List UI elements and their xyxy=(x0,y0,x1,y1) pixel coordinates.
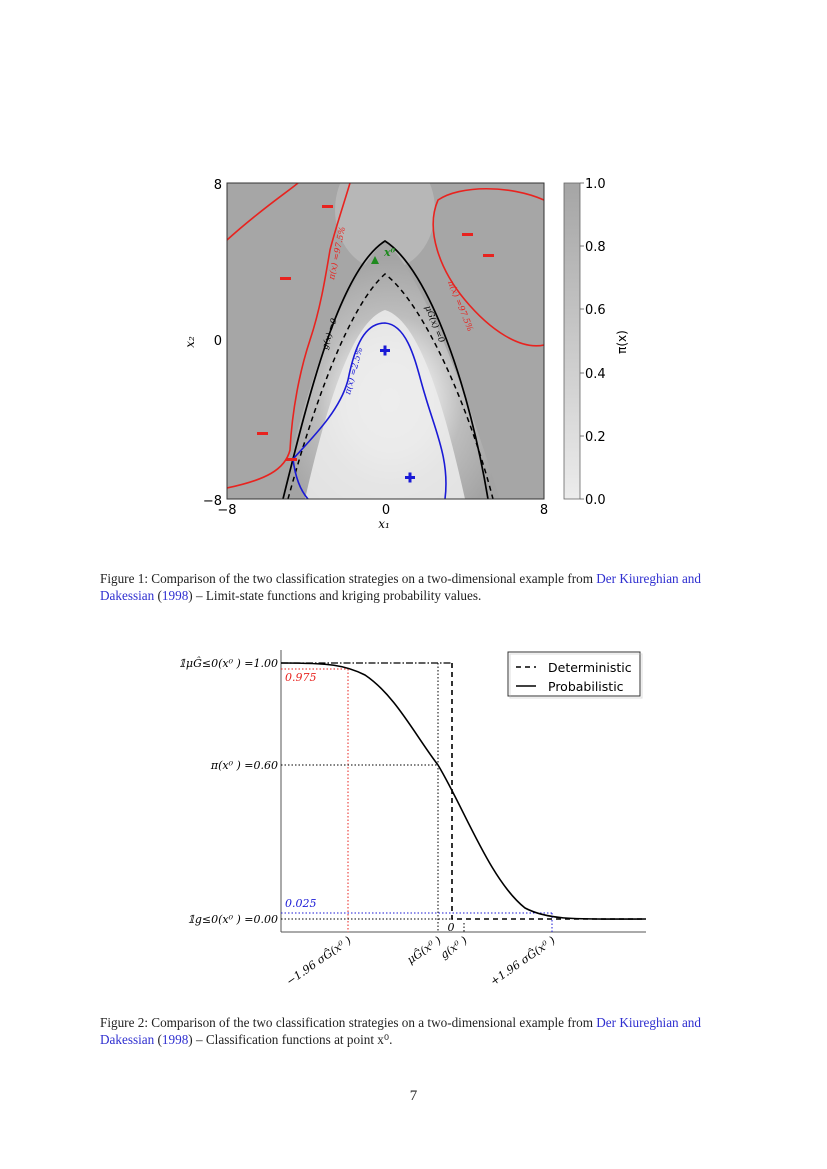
colorbar-tick-1.0: 1.0 xyxy=(585,177,606,192)
figure-2: 0.975 0.025 0 𝟙μĜ≤0(x⁰ ) =1.00 π(x⁰ ) =0… xyxy=(178,640,660,1000)
x-label-minus196: −1.96 σĜ(x⁰ ) xyxy=(283,933,353,988)
y-tick-top: 8 xyxy=(214,178,222,193)
y-label-top: 𝟙μĜ≤0(x⁰ ) =1.00 xyxy=(180,656,278,670)
x0-marker xyxy=(371,256,379,264)
plot-frame xyxy=(226,182,545,500)
legend-deterministic: Deterministic xyxy=(548,660,632,675)
y-label-mid: π(x⁰ ) =0.60 xyxy=(210,759,278,772)
citation-link[interactable]: Der Kiureghian and Dakessian xyxy=(100,1015,701,1047)
colorbar-tick-0.8: 0.8 xyxy=(585,240,606,255)
caption-text: Figure 1: Comparison of the two classifi… xyxy=(100,571,597,586)
figure-1-plot: x⁰ π(x) =97.5% π(x) =97.5% g(x) =0 μĜ(x)… xyxy=(183,177,629,531)
plus-markers xyxy=(380,345,415,483)
minus-markers xyxy=(257,205,494,461)
x-tick-mid: 0 xyxy=(382,503,390,518)
zero-label: 0 xyxy=(448,921,455,934)
citation-year-link[interactable]: 1998 xyxy=(161,588,189,603)
probabilistic-curve xyxy=(280,662,647,920)
caption-text-suffix: – Limit-state functions and kriging prob… xyxy=(192,588,482,603)
colorbar-tick-0.6: 0.6 xyxy=(585,303,606,318)
x-tick-left: −8 xyxy=(217,503,236,518)
y-tick-mid: 0 xyxy=(214,334,222,349)
colorbar-tick-0.4: 0.4 xyxy=(585,367,606,382)
citation-year-link[interactable]: 1998 xyxy=(161,1032,189,1047)
caption-text-suffix: – Classification functions at point x⁰. xyxy=(192,1032,393,1047)
colorbar xyxy=(563,182,581,500)
x-tick-right: 8 xyxy=(540,503,548,518)
legend: Deterministic Probabilistic xyxy=(507,651,643,699)
legend-probabilistic: Probabilistic xyxy=(548,679,624,694)
x-axis-label: x₁ xyxy=(378,517,390,531)
probability-map xyxy=(227,183,544,499)
x-label-plus196: +1.96 σĜ(x⁰ ) xyxy=(487,933,557,988)
annotation-0025: 0.025 xyxy=(285,897,317,910)
x0-label: x⁰ xyxy=(383,246,396,259)
colorbar-tick-0.2: 0.2 xyxy=(585,430,606,445)
y-label-bottom: 𝟙g≤0(x⁰ ) =0.00 xyxy=(187,913,278,926)
citation-link[interactable]: Der Kiureghian and Dakessian xyxy=(100,571,701,603)
deterministic-curve xyxy=(451,663,646,920)
colorbar-label: π(x) xyxy=(615,330,629,354)
figure-2-plot: 0.975 0.025 0 𝟙μĜ≤0(x⁰ ) =1.00 π(x⁰ ) =0… xyxy=(178,650,647,988)
figure-1: x⁰ π(x) =97.5% π(x) =97.5% g(x) =0 μĜ(x)… xyxy=(180,170,650,535)
figure-1-caption: Figure 1: Comparison of the two classifi… xyxy=(100,571,701,603)
page-number: 7 xyxy=(409,1088,418,1104)
caption-text: Figure 2: Comparison of the two classifi… xyxy=(100,1015,597,1030)
y-tick-bottom: −8 xyxy=(203,494,222,509)
x-label-g: g(x⁰ ) xyxy=(438,934,470,962)
annotation-0975: 0.975 xyxy=(285,671,317,684)
y-axis-label: x₂ xyxy=(183,336,197,348)
colorbar-tick-0.0: 0.0 xyxy=(585,493,606,508)
figure-2-caption: Figure 2: Comparison of the two classifi… xyxy=(100,1015,701,1047)
